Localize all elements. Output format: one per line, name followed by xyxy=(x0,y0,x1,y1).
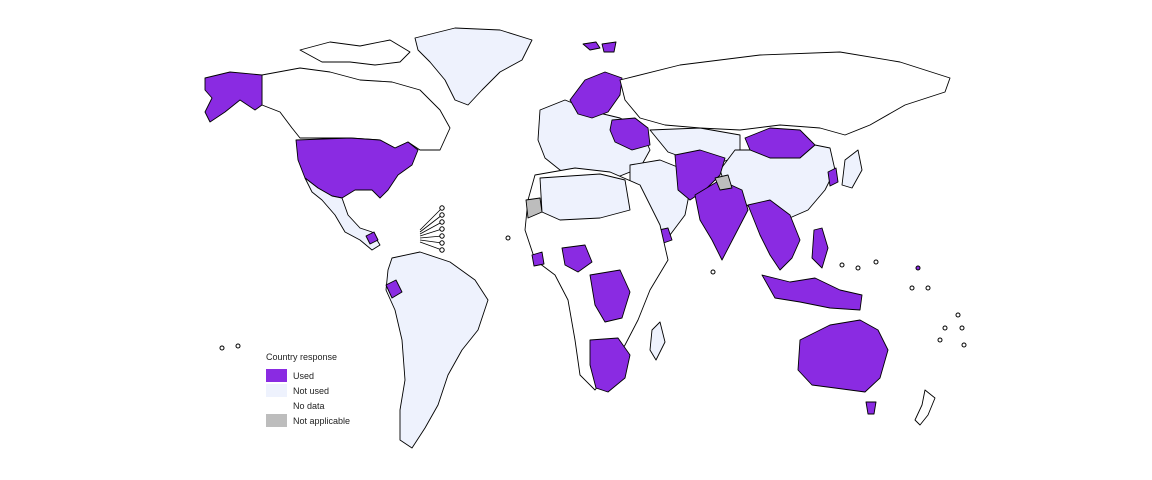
legend-item-used: Used xyxy=(266,368,350,383)
legend-swatch-not-used xyxy=(266,384,287,397)
region-iran-afg-pak xyxy=(674,149,726,201)
region-southern-africa xyxy=(589,337,631,393)
small-islands xyxy=(219,235,967,351)
legend-swatch-no-data xyxy=(266,399,287,412)
legend-label-not-used: Not used xyxy=(293,385,330,396)
legend-item-no-data: No data xyxy=(266,398,350,413)
region-madagascar xyxy=(649,321,666,361)
legend-item-not-applicable: Not applicable xyxy=(266,413,350,428)
legend-label-used: Used xyxy=(293,370,315,381)
region-south-america xyxy=(385,251,489,449)
region-svalbard xyxy=(582,41,617,53)
region-russia xyxy=(619,51,951,136)
legend-label-no-data: No data xyxy=(293,400,325,411)
region-north-africa xyxy=(539,173,631,221)
region-mexico xyxy=(304,177,381,251)
region-new-zealand xyxy=(914,389,936,426)
legend-item-not-used: Not used xyxy=(266,383,350,398)
region-belarus-ukraine xyxy=(609,117,651,151)
region-arctic-islands xyxy=(299,39,411,66)
region-canada xyxy=(261,67,451,151)
region-india xyxy=(694,179,749,261)
region-japan xyxy=(841,149,863,189)
region-southeast-asia xyxy=(747,199,801,271)
region-dr-congo xyxy=(589,269,631,323)
region-scandinavia xyxy=(569,71,623,119)
region-korea xyxy=(827,167,839,187)
map-legend: Country response Used Not used No data N… xyxy=(266,352,350,428)
region-panama xyxy=(365,231,379,245)
region-tasmania xyxy=(865,401,877,415)
region-australia xyxy=(797,319,889,393)
region-alaska xyxy=(204,71,263,123)
legend-swatch-not-applicable xyxy=(266,414,287,427)
region-greenland xyxy=(414,27,533,106)
region-kashmir xyxy=(714,174,733,191)
legend-label-not-applicable: Not applicable xyxy=(293,415,351,426)
region-west-africa xyxy=(561,244,593,273)
region-sierra-leone xyxy=(531,251,545,267)
legend-title: Country response xyxy=(266,352,338,362)
region-ecuador xyxy=(385,279,403,299)
region-philippines xyxy=(811,227,829,269)
caribbean-islands xyxy=(419,205,445,253)
region-indonesia xyxy=(761,274,863,311)
legend-swatch-used xyxy=(266,369,287,382)
